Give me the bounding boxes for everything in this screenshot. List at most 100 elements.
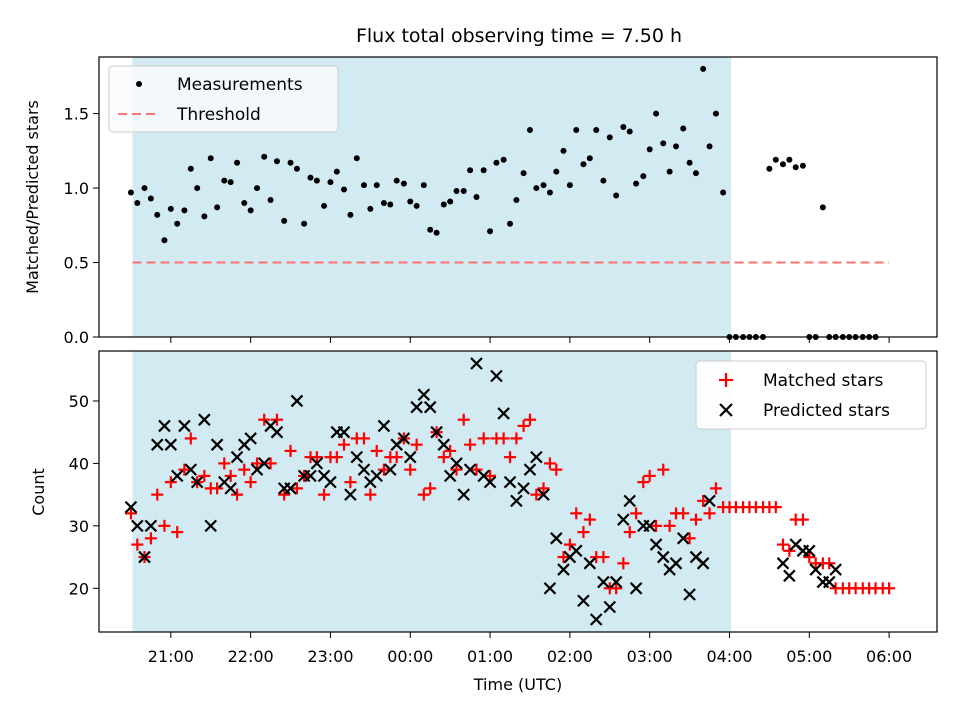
matched-star-point bbox=[583, 513, 596, 526]
predicted-star-point bbox=[244, 432, 257, 445]
predicted-star-point bbox=[656, 550, 670, 564]
measurement-point bbox=[333, 168, 340, 175]
matched-star-point bbox=[477, 432, 490, 445]
measurement-point bbox=[360, 182, 367, 189]
measurement-point bbox=[580, 161, 587, 168]
measurement-point bbox=[313, 177, 320, 184]
measurement-point bbox=[227, 179, 234, 186]
measurement-point bbox=[134, 199, 141, 206]
measurement-point bbox=[387, 201, 394, 208]
y-tick-label: 50 bbox=[69, 392, 89, 411]
measurement-point bbox=[174, 220, 181, 227]
predicted-star-point bbox=[131, 519, 144, 533]
measurement-point bbox=[201, 213, 208, 220]
matched-star-point bbox=[537, 482, 550, 495]
predicted-star-point bbox=[397, 432, 411, 445]
predicted-star-point bbox=[184, 463, 198, 476]
measurement-point bbox=[526, 126, 533, 133]
predicted-star-point bbox=[537, 488, 550, 501]
matched-star-point bbox=[264, 457, 277, 470]
matched-star-point bbox=[689, 513, 702, 526]
y-tick-label: 1.0 bbox=[64, 179, 89, 198]
matched-star-point bbox=[244, 476, 257, 489]
y-tick-label: 30 bbox=[69, 517, 89, 536]
measurement-point bbox=[241, 199, 248, 206]
matched-star-point bbox=[338, 438, 351, 451]
bottom-shaded-span bbox=[132, 351, 732, 632]
predicted-star-point bbox=[589, 613, 603, 626]
predicted-star-point bbox=[617, 513, 630, 526]
predicted-star-point bbox=[490, 369, 503, 383]
matched-star-point bbox=[776, 538, 789, 551]
matched-star-point bbox=[231, 488, 244, 501]
matched-star-point bbox=[184, 432, 197, 445]
measurement-point bbox=[141, 185, 148, 192]
matched-star-point bbox=[883, 582, 896, 595]
matched-star-point bbox=[357, 432, 370, 445]
measurement-point bbox=[720, 189, 727, 196]
matched-star-point bbox=[504, 451, 517, 464]
measurement-point bbox=[766, 165, 773, 172]
measurement-point bbox=[613, 192, 620, 199]
predicted-star-point bbox=[676, 532, 690, 545]
matched-star-point bbox=[563, 538, 576, 551]
predicted-star-point bbox=[696, 557, 710, 570]
matched-star-point bbox=[218, 457, 231, 470]
measurement-point bbox=[341, 186, 348, 193]
measurement-point bbox=[573, 126, 580, 133]
measurement-point bbox=[440, 201, 447, 208]
measurement-point bbox=[353, 155, 360, 162]
matched-star-point bbox=[457, 413, 470, 426]
x-tick-label: 00:00 bbox=[387, 647, 433, 666]
matched-star-point bbox=[470, 463, 483, 476]
matched-star-point bbox=[523, 413, 536, 426]
predicted-star-point bbox=[776, 557, 790, 570]
matched-star-point bbox=[158, 519, 171, 532]
bottom-y-axis-label: Count bbox=[29, 468, 48, 516]
measurement-point bbox=[553, 168, 560, 175]
legend-label-matched: Matched stars bbox=[763, 371, 883, 391]
predicted-star-point bbox=[550, 532, 563, 545]
measurement-point bbox=[473, 194, 480, 200]
measurement-point bbox=[234, 159, 241, 166]
measurement-point bbox=[620, 124, 627, 130]
predicted-star-point bbox=[629, 582, 643, 595]
measurement-point bbox=[447, 198, 454, 205]
matched-star-point bbox=[410, 438, 423, 451]
measurement-point bbox=[493, 159, 500, 166]
predicted-star-point bbox=[310, 457, 324, 470]
matched-star-point bbox=[444, 444, 457, 457]
measurement-point bbox=[293, 165, 300, 172]
matched-star-point bbox=[164, 476, 177, 489]
predicted-star-point bbox=[198, 413, 211, 426]
matched-star-point bbox=[550, 463, 563, 476]
matched-star-point bbox=[151, 488, 164, 501]
legend-dot-marker bbox=[136, 81, 142, 87]
measurement-point bbox=[433, 229, 440, 236]
predicted-star-point bbox=[577, 594, 590, 608]
predicted-star-point bbox=[523, 463, 537, 476]
measurement-point bbox=[347, 211, 354, 218]
measurement-point bbox=[540, 182, 547, 189]
predicted-star-point bbox=[138, 550, 151, 564]
measurement-point bbox=[380, 199, 387, 206]
predicted-star-point bbox=[510, 494, 523, 508]
measurement-point bbox=[327, 179, 334, 186]
measurement-point bbox=[161, 237, 168, 244]
matched-star-point bbox=[570, 507, 583, 520]
measurement-point bbox=[673, 143, 680, 150]
predicted-star-point bbox=[344, 488, 357, 501]
measurement-point bbox=[273, 158, 280, 165]
matched-star-point bbox=[497, 432, 510, 445]
predicted-star-point bbox=[417, 388, 431, 401]
matched-star-point bbox=[796, 513, 809, 526]
predicted-star-point bbox=[609, 575, 623, 589]
predicted-star-point bbox=[410, 400, 423, 414]
matched-star-point bbox=[450, 463, 463, 476]
matched-star-point bbox=[424, 482, 437, 495]
measurement-point bbox=[367, 205, 374, 212]
predicted-star-point bbox=[450, 457, 463, 470]
matched-star-point bbox=[677, 507, 690, 520]
measurement-point bbox=[666, 168, 673, 175]
